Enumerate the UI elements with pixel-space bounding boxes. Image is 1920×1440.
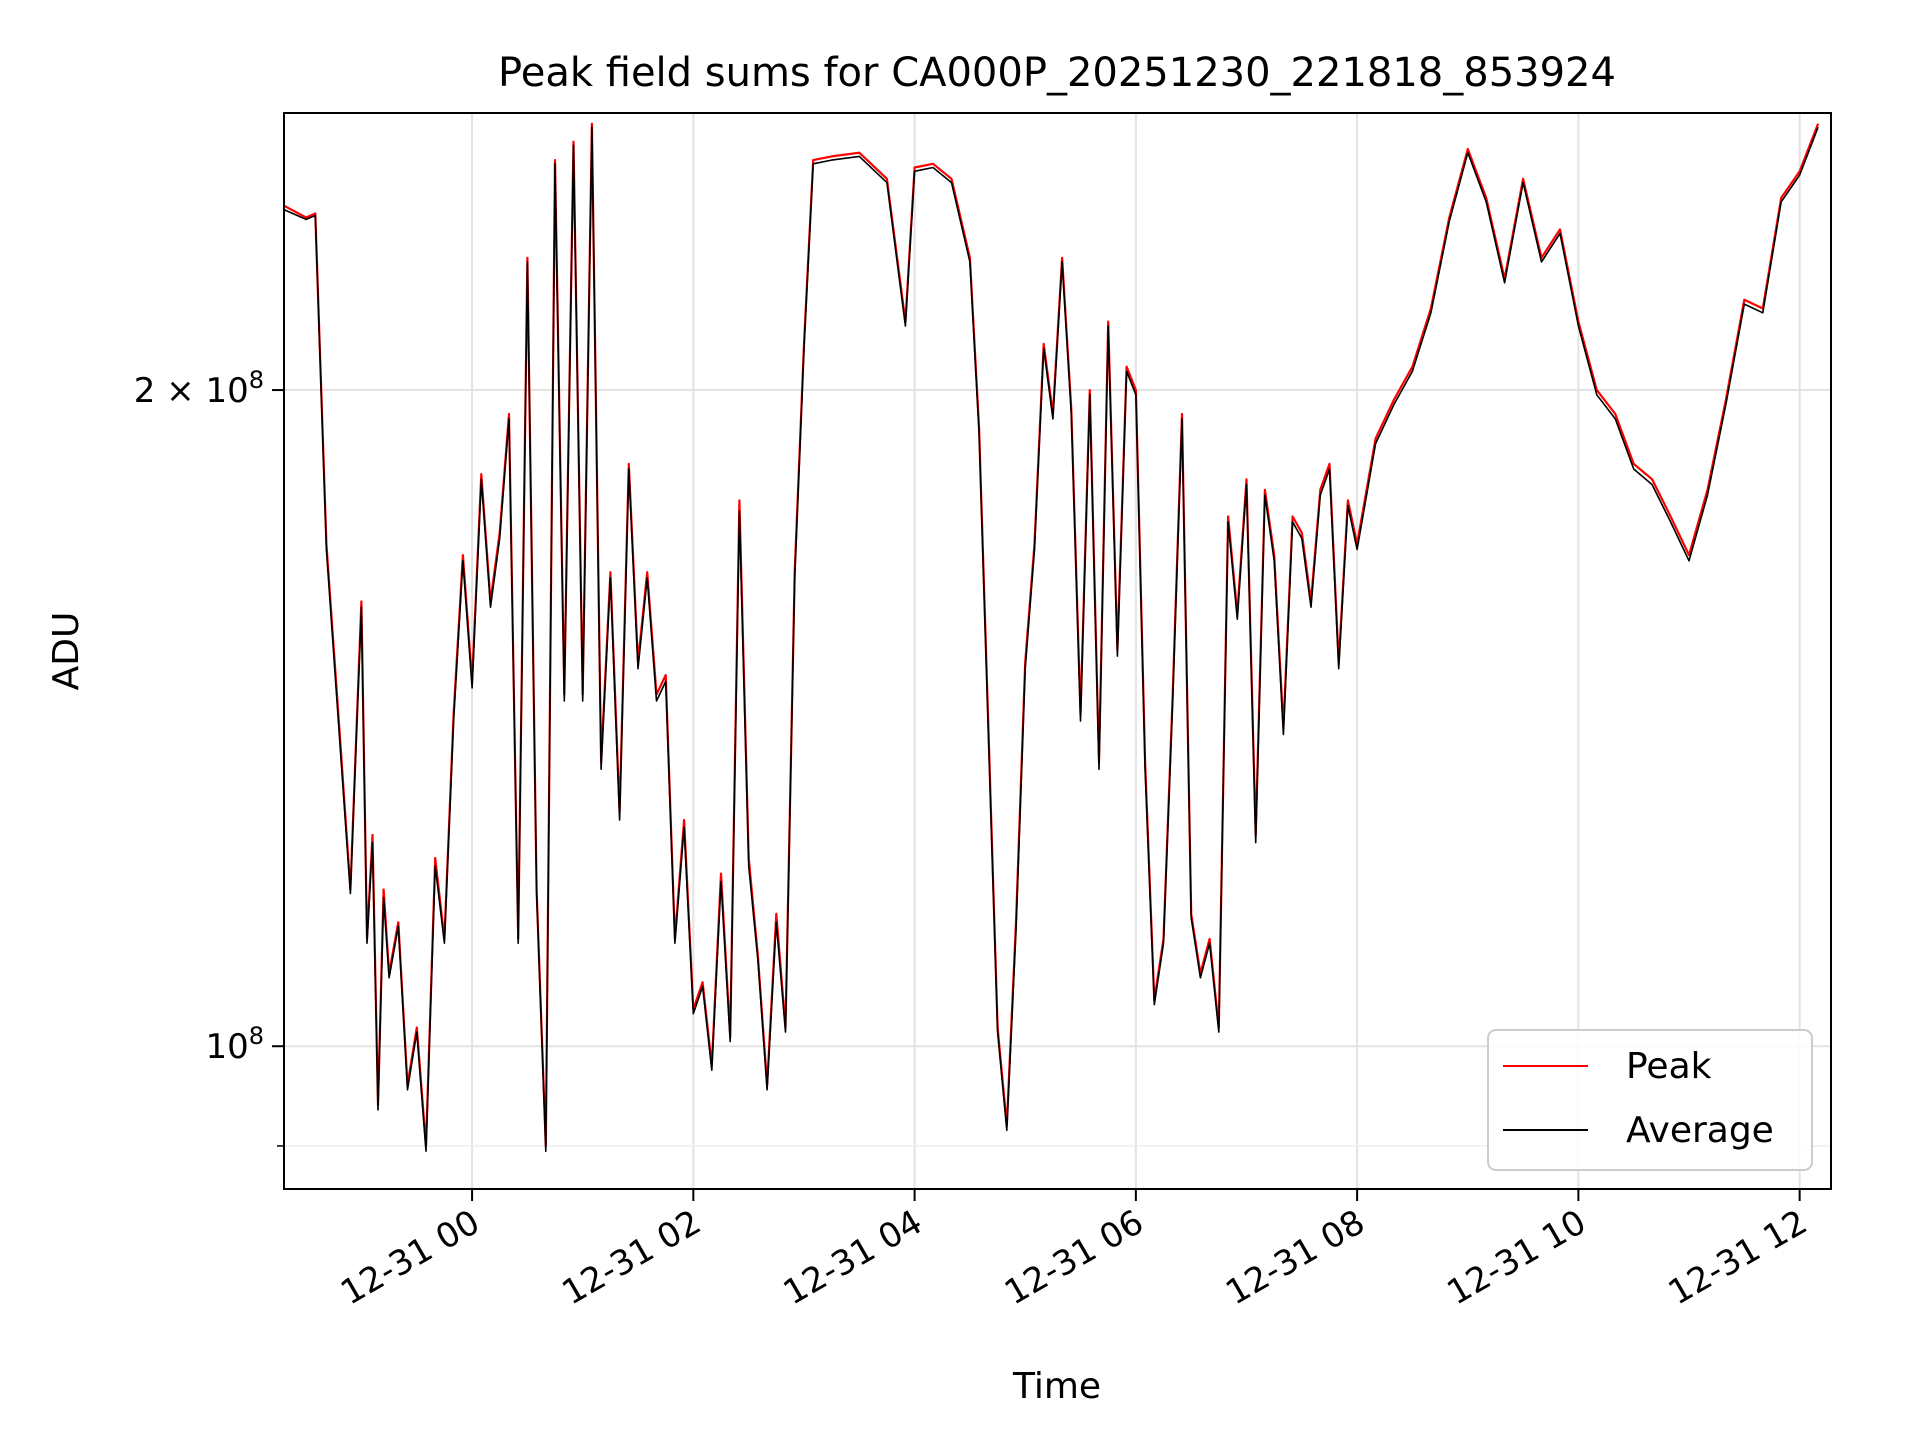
y-tick-label: 2 × 108	[134, 366, 264, 411]
plot-frame	[283, 112, 1832, 1190]
y-axis-label: ADU	[46, 612, 87, 691]
chart-title: Peak field sums for CA000P_20251230_2218…	[498, 50, 1616, 96]
series-layer	[283, 122, 1820, 1152]
legend-label-peak: Peak	[1626, 1046, 1712, 1087]
y-tick-label: 108	[205, 1022, 264, 1067]
legend: Peak Average	[1487, 1029, 1813, 1171]
series-line-average	[283, 126, 1819, 1152]
legend-label-average: Average	[1626, 1110, 1774, 1151]
x-axis-label: Time	[1012, 1366, 1101, 1407]
